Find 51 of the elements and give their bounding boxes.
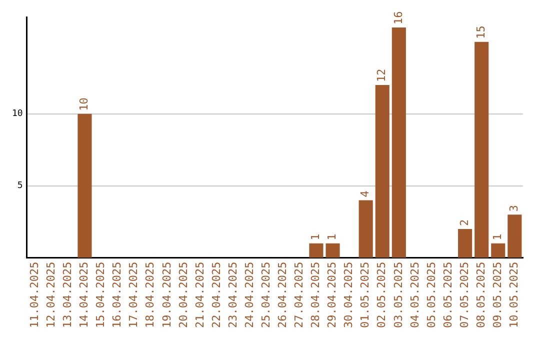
x-tick-label: 16.04.2025 (110, 262, 124, 328)
data-label: 1 (490, 234, 504, 240)
x-tick-label: 22.04.2025 (210, 262, 223, 328)
bar (326, 243, 340, 258)
bar (508, 214, 522, 258)
x-tick-label: 24.04.2025 (242, 262, 256, 328)
data-label: 10 (78, 98, 91, 111)
x-tick-label: 18.04.2025 (144, 262, 157, 328)
x-tick-label: 08.05.2025 (474, 262, 488, 328)
x-tick-label: 14.04.2025 (78, 262, 91, 328)
bar (309, 243, 324, 258)
x-tick-label: 30.04.2025 (342, 262, 356, 328)
x-tick-label: 05.05.2025 (424, 262, 438, 328)
x-tick-label: 27.04.2025 (292, 262, 306, 328)
x-tick-label: 21.04.2025 (193, 262, 206, 328)
x-tick-label: 28.04.2025 (309, 262, 322, 328)
bar (78, 114, 92, 258)
x-tick-label: 15.04.2025 (94, 262, 108, 328)
x-tick-label: 12.04.2025 (44, 262, 58, 328)
bar (458, 228, 472, 258)
data-label: 4 (358, 190, 372, 198)
bar (474, 42, 489, 258)
x-tick-label: 02.05.2025 (375, 262, 388, 328)
data-label: 16 (392, 11, 405, 24)
x-tick-label: 09.05.2025 (490, 262, 504, 328)
x-tick-label: 10.05.2025 (508, 262, 521, 328)
x-tick-label: 23.04.2025 (226, 262, 240, 328)
x-tick-label: 04.05.2025 (408, 262, 422, 328)
data-label: 3 (508, 204, 521, 212)
bar (491, 243, 506, 258)
x-tick-label: 19.04.2025 (160, 262, 174, 328)
data-label: 15 (474, 26, 488, 39)
data-label: 1 (309, 234, 322, 240)
x-tick-label: 03.05.2025 (392, 262, 405, 328)
x-tick-label: 07.05.2025 (458, 262, 471, 328)
y-tick-label: 5 (17, 181, 23, 192)
x-tick-label: 06.05.2025 (441, 262, 454, 328)
bar (358, 200, 373, 258)
data-label: 2 (458, 219, 471, 226)
bar (392, 27, 406, 258)
x-tick-label: 17.04.2025 (127, 262, 140, 328)
x-tick-label: 29.04.2025 (326, 262, 339, 328)
data-label: 1 (326, 234, 339, 240)
x-tick-label: 20.04.2025 (176, 262, 190, 328)
x-tick-label: 11.04.2025 (28, 262, 41, 328)
x-tick-label: 13.04.2025 (61, 262, 74, 328)
bar (375, 85, 390, 258)
data-label: 12 (375, 68, 388, 82)
x-tick-label: 01.05.2025 (358, 262, 372, 328)
x-tick-label: 25.04.2025 (259, 262, 272, 328)
x-tick-label: 26.04.2025 (276, 262, 290, 328)
